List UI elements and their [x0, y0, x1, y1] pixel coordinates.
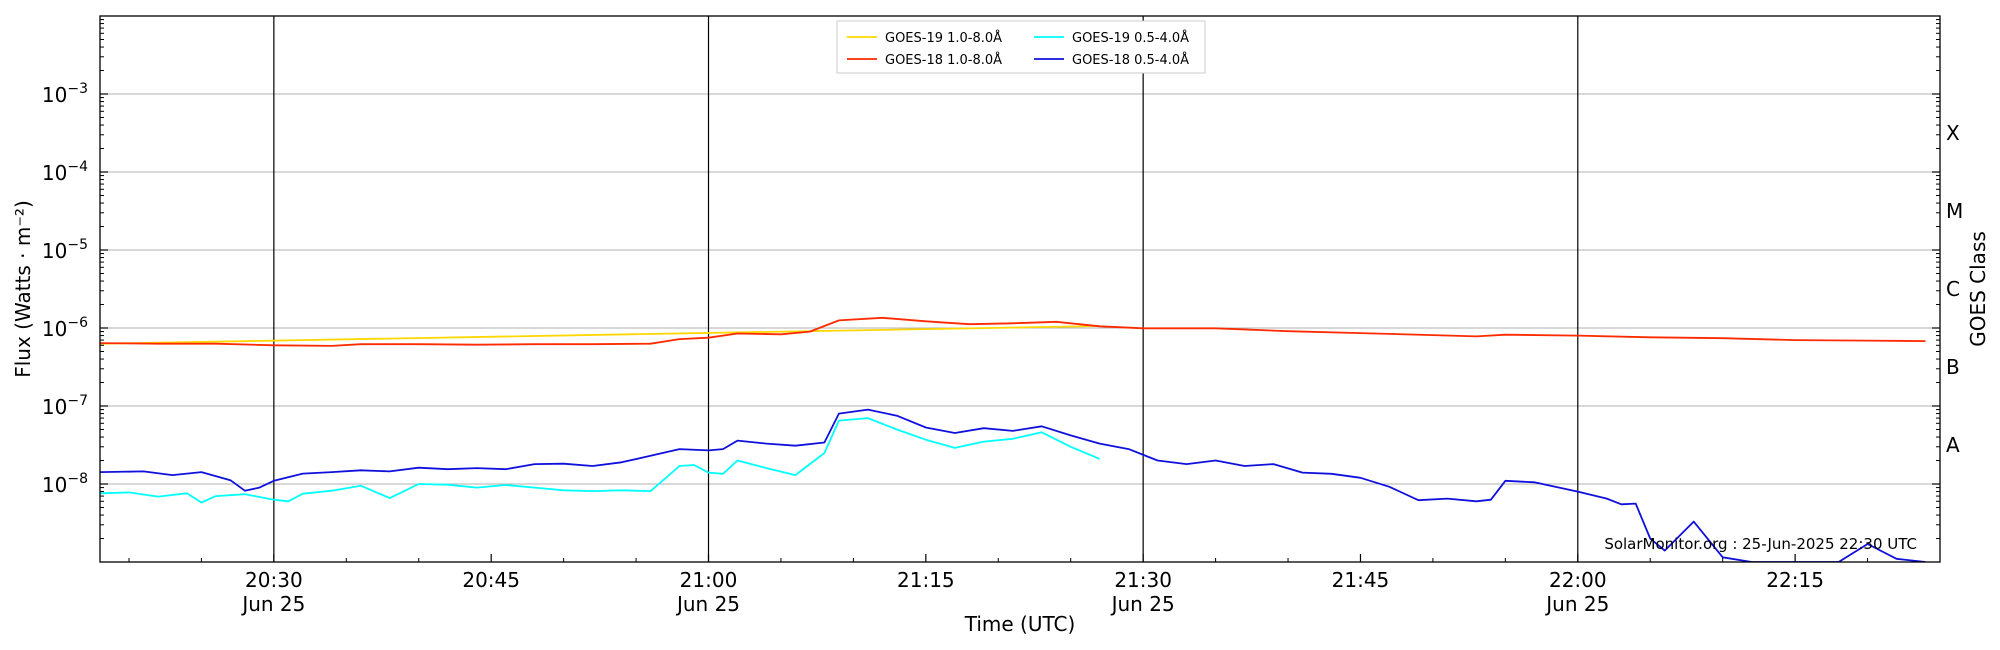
series-line [100, 325, 1100, 345]
plot-background [100, 16, 1940, 562]
y-tick-label: 10−5 [42, 237, 88, 263]
x-tick-label: 22:15 [1766, 568, 1824, 592]
legend-label: GOES-18 1.0-8.0Å [885, 52, 1002, 68]
series-line [100, 417, 1101, 504]
x-tick-date-label: Jun 25 [1544, 592, 1609, 616]
y-tick-label: 10−6 [42, 315, 88, 341]
goes-class-label: X [1946, 121, 1960, 145]
date-marker-lines [273, 16, 1579, 562]
y-tick-label: 10−8 [42, 471, 88, 497]
legend-label: GOES-19 0.5-4.0Å [1072, 30, 1189, 46]
x-tick-label: 21:45 [1332, 568, 1390, 592]
x-tick-date-label: Jun 25 [1110, 592, 1175, 616]
x-tick-label: 20:30 [245, 568, 303, 592]
x-tick-label: 21:00 [680, 568, 738, 592]
source-footer: SolarMonitor.org : 25-Jun-2025 22:30 UTC [1604, 535, 1917, 553]
legend-label: GOES-19 1.0-8.0Å [885, 30, 1002, 46]
y-tick-label: 10−3 [42, 81, 88, 107]
goes-class-label: M [1946, 199, 1963, 223]
x-tick-label: 22:00 [1549, 568, 1607, 592]
goes-class-label: B [1946, 355, 1960, 379]
goes-class-axis-title: GOES Class [1966, 231, 1990, 347]
y-tick-label: 10−4 [42, 159, 88, 185]
legend: GOES-19 1.0-8.0Å GOES-19 0.5-4.0Å GOES-18 … [836, 20, 1206, 74]
x-tick-date-label: Jun 25 [240, 592, 305, 616]
x-tick-label: 21:15 [897, 568, 955, 592]
series-lines [100, 316, 1926, 562]
series-line [100, 408, 1926, 562]
goes-class-label: C [1946, 277, 1960, 301]
x-tick-date-label: Jun 25 [675, 592, 740, 616]
x-tick-label: 20:45 [462, 568, 520, 592]
y-tick-label: 10−7 [42, 393, 88, 419]
series-line [100, 316, 1926, 347]
legend-box [836, 20, 1206, 74]
goes-class-label: A [1946, 433, 1960, 457]
axis-ticks [100, 19, 1941, 562]
plot-frame [99, 15, 1941, 563]
y-axis-title: Flux (Watts · m⁻²) [11, 200, 35, 378]
x-tick-label: 21:30 [1114, 568, 1172, 592]
legend-label: GOES-18 0.5-4.0Å [1072, 52, 1189, 68]
x-axis-title: Time (UTC) [964, 612, 1076, 636]
